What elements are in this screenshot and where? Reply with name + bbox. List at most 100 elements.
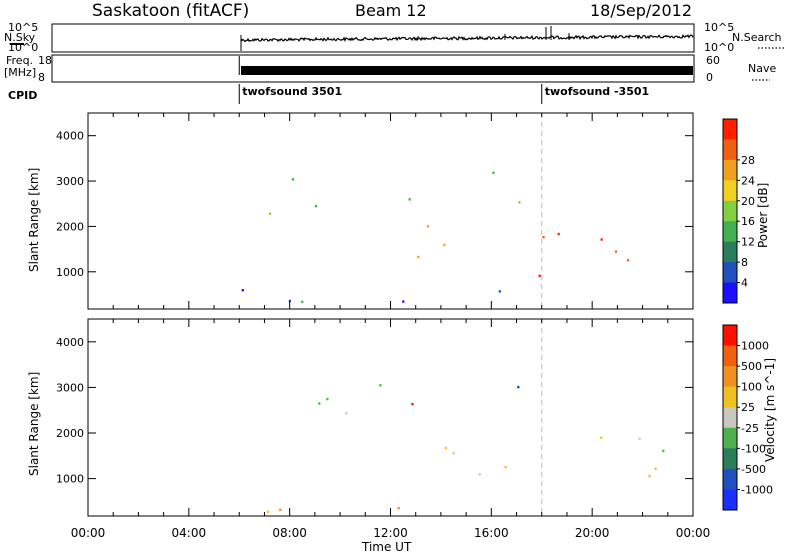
y-tick-label: 4000 <box>56 130 84 143</box>
heatmap-cell <box>408 198 411 201</box>
velocity-colorbar-label: Velocity [m s^-1] <box>763 358 777 462</box>
xaxis-label: Time UT <box>361 540 412 554</box>
colorbar-tick-label: 100 <box>741 381 762 394</box>
y-tick-label: 1000 <box>56 473 84 486</box>
freq-unit: [MHz] <box>4 66 36 79</box>
colorbar-swatch <box>723 448 737 470</box>
colorbar-tick-label: 16 <box>741 215 755 228</box>
colorbar-tick-label: 8 <box>741 256 748 269</box>
nsky-label: N.Sky <box>4 31 36 44</box>
colorbar-swatch <box>723 468 737 490</box>
power-colorbar-label: Power [dB] <box>756 183 770 248</box>
heatmap-cell <box>452 452 455 455</box>
heatmap-cell <box>538 274 541 277</box>
colorbar-swatch <box>723 262 737 284</box>
colorbar-swatch <box>723 407 737 429</box>
date-title: 18/Sep/2012 <box>590 1 692 20</box>
colorbar-tick-label: 25 <box>741 401 755 414</box>
x-tick-label: 16:00 <box>474 526 509 540</box>
colorbar-tick-label: 24 <box>741 174 755 187</box>
nsky-trace <box>240 26 694 51</box>
heatmap-cell <box>648 475 651 478</box>
x-tick-label: 00:00 <box>676 526 711 540</box>
velocity-colorbar: 1000 500 100 25 -25 -100 -500 -1000 <box>722 324 773 511</box>
heatmap-cell <box>654 467 657 470</box>
colorbar-swatch <box>723 221 737 243</box>
colorbar-tick-label: 12 <box>741 236 755 249</box>
heatmap-cell <box>345 412 348 415</box>
freq-panel-frame <box>51 54 695 83</box>
colorbar-swatch <box>723 119 737 140</box>
nsearch-tick-bottom: 10^0 <box>704 41 734 54</box>
heatmap-cell <box>267 510 270 513</box>
nave-tick-bottom: 0 <box>706 71 713 84</box>
heatmap-cell <box>662 449 665 453</box>
x-tick-label: 12:00 <box>373 526 408 540</box>
colorbar-swatch <box>723 159 737 181</box>
heatmap-cell <box>427 225 430 228</box>
cpid-label: CPID <box>8 89 37 102</box>
y-tick-label: 3000 <box>56 175 84 188</box>
colorbar-swatch <box>723 200 737 222</box>
colorbar-tick-label: 20 <box>741 195 755 208</box>
heatmap-cell <box>288 299 291 303</box>
heatmap-cell <box>301 300 304 304</box>
heatmap-cell <box>279 508 282 512</box>
colorbar-swatch <box>723 282 737 304</box>
nsky-tick-bottom: 10^0 <box>8 41 38 54</box>
velocity-y-axis: 1000 2000 3000 4000 <box>56 336 693 486</box>
colorbar-swatch <box>723 325 737 347</box>
colorbar-tick-label: 500 <box>741 360 762 373</box>
colorbar-tick-label: 28 <box>741 154 755 167</box>
heatmap-cell <box>402 300 405 303</box>
velocity-panel-frame <box>87 318 694 517</box>
nave-tick-top: 60 <box>706 54 720 67</box>
heatmap-cell <box>557 232 560 236</box>
nsearch-label: N.Search <box>732 31 782 44</box>
colorbar-swatch <box>723 139 737 161</box>
colorbar-swatch <box>723 489 737 511</box>
y-tick-label: 4000 <box>56 336 84 349</box>
y-tick-label: 3000 <box>56 381 84 394</box>
power-ylabel: Slant Range [km] <box>27 168 41 272</box>
colorbar-tick-label: -500 <box>741 463 766 476</box>
heatmap-cell <box>498 290 501 293</box>
station-title: Saskatoon (fitACF) <box>92 1 249 21</box>
colorbar-tick-label: -100 <box>741 442 766 455</box>
heatmap-cell <box>627 259 630 262</box>
heatmap-cell <box>517 385 520 389</box>
colorbar-tick-label: 4 <box>741 277 748 290</box>
freq-label: Freq. <box>6 54 33 67</box>
heatmap-cell <box>291 178 295 181</box>
colorbar-swatch <box>723 345 737 367</box>
heatmap-cell <box>443 243 446 247</box>
colorbar-swatch <box>723 366 737 388</box>
heatmap-cell <box>614 250 618 253</box>
heatmap-cell <box>411 403 414 406</box>
heatmap-cell <box>478 473 481 476</box>
heatmap-cell <box>600 436 603 439</box>
heatmap-cell <box>241 289 244 292</box>
colorbar-swatch <box>723 241 737 263</box>
colorbar-tick-label: -25 <box>741 422 759 435</box>
velocity-heatmap <box>267 319 665 516</box>
heatmap-cell <box>379 384 382 387</box>
heatmap-cell <box>504 466 507 469</box>
y-tick-label: 2000 <box>56 427 84 440</box>
x-tick-label: 04:00 <box>172 526 207 540</box>
y-tick-label: 1000 <box>56 266 84 279</box>
colorbar-tick-label: -1000 <box>741 483 773 496</box>
nsky-trace-line <box>240 34 694 43</box>
heatmap-cell <box>444 446 447 450</box>
colorbar-frame <box>722 118 738 304</box>
nsky-tick-top: 10^5 <box>8 21 38 34</box>
cpid-entry-label: twofsound -3501 <box>545 85 649 98</box>
heatmap-cell <box>518 201 521 204</box>
heatmap-cell <box>397 507 400 510</box>
power-heatmap <box>241 113 630 309</box>
colorbar-swatch <box>723 180 737 202</box>
heatmap-cell <box>268 212 272 215</box>
freq-tick-top: 18 <box>38 54 52 67</box>
heatmap-cell <box>492 171 495 174</box>
